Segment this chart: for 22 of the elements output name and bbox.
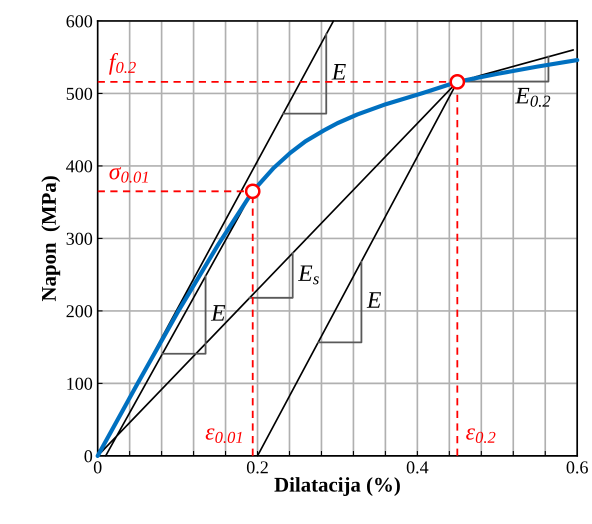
x-tick-label: 0 xyxy=(94,461,102,474)
x-tick-label: 0.2 xyxy=(246,461,268,474)
y-tick-label: 600 xyxy=(66,15,92,28)
y-tick-label: 0 xyxy=(84,450,92,462)
annotation: E xyxy=(210,305,226,321)
annotation: E$_{0.2}$ xyxy=(515,88,550,107)
ref-line-label: ε$_{0.01}$ xyxy=(206,428,242,444)
y-tick-label: 300 xyxy=(66,232,92,245)
y-tick-label: 200 xyxy=(66,305,92,318)
x-tick-label: 0.4 xyxy=(406,461,428,474)
y-tick-label: 100 xyxy=(67,378,92,390)
y-tick-label: 500 xyxy=(66,88,92,100)
ref-line-label: f$_{0.2}$ xyxy=(109,52,136,75)
annotation: E xyxy=(332,64,346,80)
y-tick-label: 400 xyxy=(66,160,92,172)
annotation: E xyxy=(366,292,382,308)
annotation: E$_{s}$ xyxy=(298,265,319,284)
ref-line-label: ε$_{0.2}$ xyxy=(466,428,496,444)
ref-line-label: σ$_{0.01}$ xyxy=(109,167,148,183)
y-axis-title: Napon (MPa) xyxy=(41,176,60,302)
x-axis-title: Dilatacija (%) xyxy=(274,477,400,496)
x-tick-label: 0.6 xyxy=(566,461,588,474)
